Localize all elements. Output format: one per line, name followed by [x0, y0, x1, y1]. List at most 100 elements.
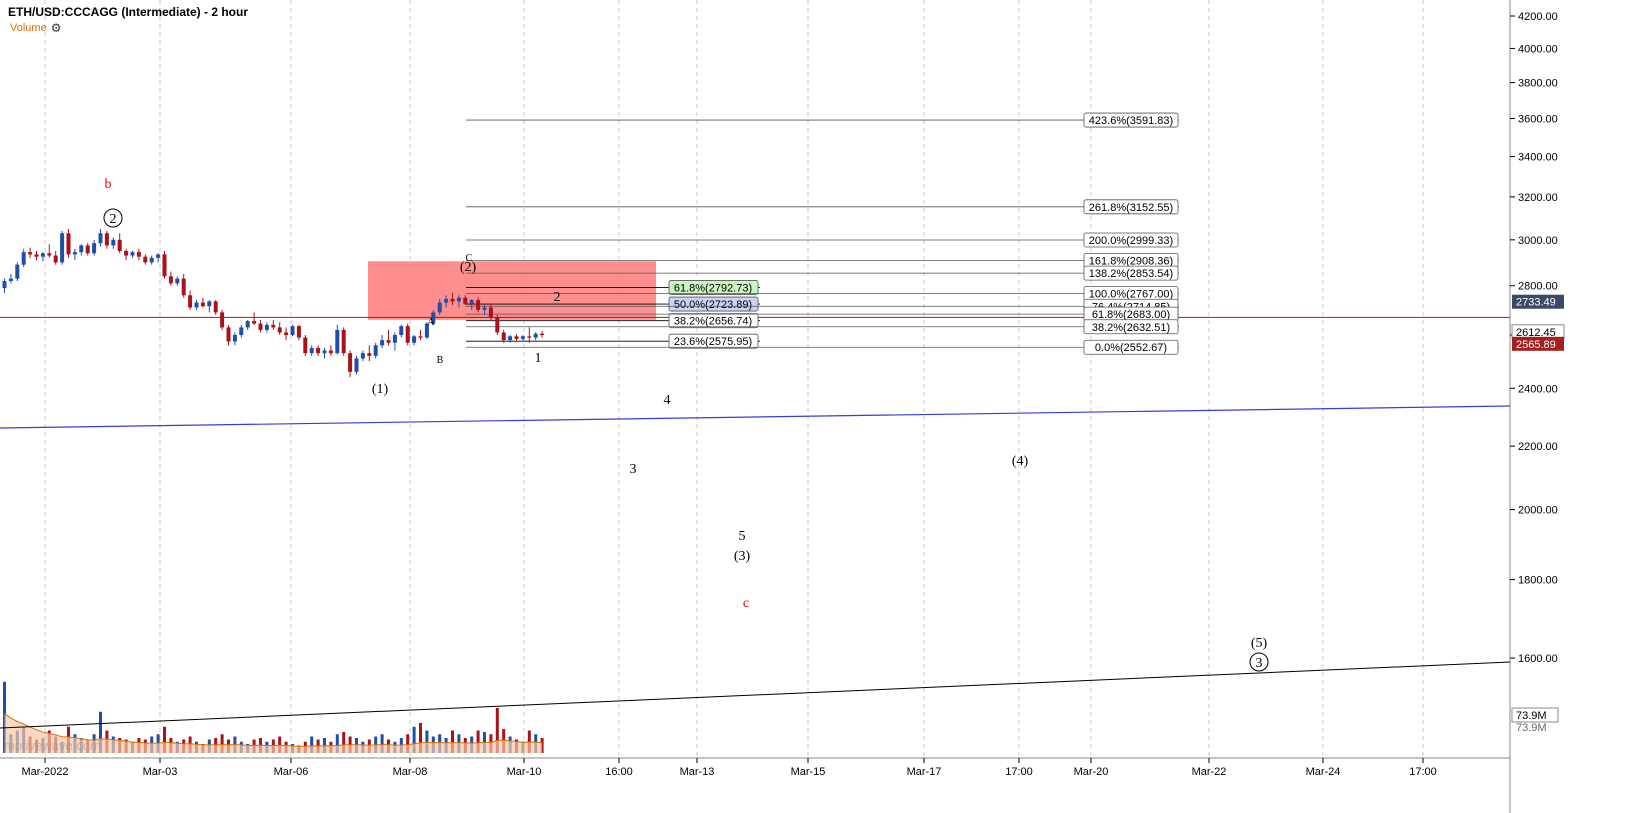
candle-body — [520, 336, 525, 339]
candle-body — [296, 326, 301, 338]
fib-label: 261.8%(3152.55) — [1089, 202, 1173, 214]
candle-body — [412, 336, 417, 343]
volume-bar — [380, 734, 384, 753]
volume-label: Volume — [10, 22, 47, 34]
fib-label: 38.2%(2656.74) — [674, 316, 752, 328]
candle-body — [508, 336, 513, 341]
wave-label: b — [105, 177, 112, 192]
volume-axis-label-2: 73.9M — [1516, 722, 1547, 734]
y-tick-label: 4000.00 — [1518, 43, 1558, 55]
y-tick-label: 1800.00 — [1518, 575, 1558, 587]
y-tick-label: 4200.00 — [1518, 11, 1558, 23]
resistance-zone-layer — [0, 261, 1510, 320]
fib-label: 61.8%(2792.73) — [674, 282, 752, 294]
wave-label: 3 — [1256, 656, 1263, 671]
candle-body — [143, 256, 148, 263]
volume-axis-label: 73.9M — [1516, 710, 1547, 722]
time-axis: Mar-2022 Mar-03 Mar-06 Mar-08 Mar-10 16:00 Mar… — [21, 758, 1437, 778]
volume-bar — [406, 734, 410, 753]
volume-bar — [495, 708, 499, 753]
wave-label: (4) — [1012, 454, 1029, 469]
chart-grid — [0, 0, 1511, 813]
price-marker-box — [1512, 336, 1564, 351]
fib-label-box — [1083, 232, 1179, 248]
candle-body — [124, 251, 129, 256]
x-tick-label: Mar-03 — [143, 766, 178, 778]
x-tick-label: Mar-22 — [1192, 766, 1227, 778]
candle-body — [424, 323, 429, 338]
wave-label: C — [466, 253, 473, 264]
candle-body — [405, 326, 410, 343]
candle-body — [220, 312, 225, 328]
candlestick-series — [2, 228, 545, 378]
y-tick-label: 1600.00 — [1518, 653, 1558, 665]
candle-body — [258, 323, 263, 330]
candle-body — [60, 233, 65, 263]
volume-bar — [342, 732, 346, 753]
candle-body — [463, 297, 468, 304]
fib-label: 138.2%(2853.54) — [1089, 268, 1173, 280]
candle-body — [149, 257, 154, 263]
candle-body — [8, 278, 13, 281]
volume-bar — [451, 730, 454, 753]
x-tick-label: Mar-17 — [907, 766, 942, 778]
y-tick-label: 3600.00 — [1518, 114, 1558, 126]
candle-body — [360, 353, 365, 359]
gear-icon[interactable]: ⚙ — [50, 21, 62, 35]
candle-body — [386, 340, 391, 343]
candle-body — [130, 252, 135, 256]
candle-body — [72, 252, 77, 255]
candle-body — [245, 321, 250, 328]
candle-body — [392, 335, 397, 343]
volume-ma-line — [4, 713, 543, 747]
wave-label: 2 — [554, 290, 561, 305]
fib-label: 50.0%(2723.89) — [674, 299, 752, 311]
candle-body — [2, 280, 7, 289]
candle-body — [85, 245, 90, 254]
candle-body — [162, 254, 167, 277]
wave-label: (2) — [460, 260, 477, 275]
x-tick-label: Mar-20 — [1074, 766, 1109, 778]
volume-ma-area — [4, 713, 543, 753]
candle-body — [290, 326, 295, 336]
wave-label: (5) — [1251, 636, 1268, 651]
candle-body — [194, 302, 199, 308]
wave-circle — [1249, 652, 1269, 672]
x-tick-label: 17:00 — [1005, 766, 1033, 778]
volume-bar — [425, 730, 429, 753]
x-tick-label: Mar-13 — [680, 766, 715, 778]
candle-body — [117, 239, 122, 252]
x-tick-label: Mar-2022 — [21, 766, 68, 778]
candle-body — [328, 350, 333, 354]
fib-label-box — [668, 280, 759, 295]
candle-body — [399, 326, 404, 336]
candle-body — [213, 301, 218, 313]
fib-label: 0.0%(2552.67) — [1095, 342, 1167, 354]
trendlines — [0, 405, 1511, 729]
fib-label: 61.8%(2683.00) — [1092, 309, 1170, 321]
wave-label: (1) — [372, 382, 389, 397]
candle-body — [437, 302, 442, 313]
y-tick-label: 3800.00 — [1518, 78, 1558, 90]
candle-body — [527, 336, 532, 338]
candle-body — [533, 333, 538, 338]
fib-label: 161.8%(2908.36) — [1089, 255, 1173, 267]
wave-label: B — [437, 355, 444, 366]
volume-bar — [335, 734, 339, 753]
candle-body — [79, 245, 84, 253]
candle-body — [252, 321, 257, 324]
candle-body — [277, 327, 282, 333]
candle-body — [514, 336, 519, 339]
fib-label-box — [668, 296, 759, 312]
y-tick-label: 3400.00 — [1518, 152, 1558, 164]
wave-label: c — [743, 596, 749, 611]
volume-indicator-label[interactable]: Volume ⚙ — [10, 22, 61, 34]
candle-body — [175, 278, 180, 284]
candle-body — [335, 329, 340, 354]
watermark: motivewave.com — [4, 738, 101, 753]
candle-body — [28, 252, 33, 255]
candle-body — [495, 317, 500, 333]
candle-body — [456, 297, 461, 302]
candle-body — [188, 295, 193, 308]
